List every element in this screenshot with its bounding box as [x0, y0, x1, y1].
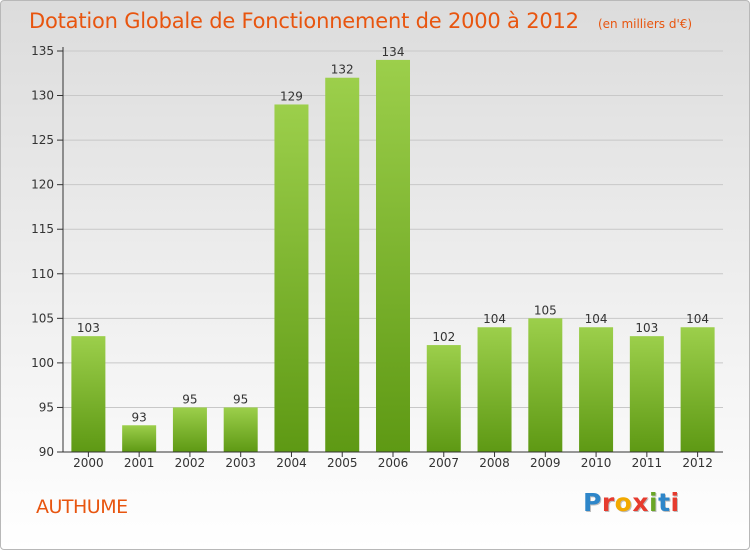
bar-value-label: 132 [331, 63, 354, 77]
x-tick-label: 2003 [225, 456, 256, 470]
y-tick-label: 120 [31, 178, 54, 192]
x-tick-label: 2011 [632, 456, 663, 470]
y-tick-label: 105 [31, 311, 54, 325]
y-tick-label: 130 [31, 89, 54, 103]
logo-letter: r [601, 488, 615, 517]
x-tick-label: 2001 [124, 456, 155, 470]
bar-value-label: 104 [585, 312, 608, 326]
bar-value-label: 95 [233, 392, 248, 406]
bar [629, 336, 664, 452]
y-tick-label: 110 [31, 267, 54, 281]
x-tick-label: 2009 [530, 456, 561, 470]
bar-value-label: 134 [382, 45, 405, 59]
bar [122, 425, 157, 452]
bar [528, 318, 563, 452]
x-tick-label: 2005 [327, 456, 358, 470]
bar-value-label: 103 [77, 321, 100, 335]
proxiti-logo: Proxiti [583, 488, 680, 517]
bar-value-label: 102 [432, 330, 455, 344]
chart-unit: (en milliers d'€) [597, 17, 693, 31]
bars [71, 59, 715, 453]
bar-value-label: 93 [132, 410, 147, 424]
y-tick-label: 115 [31, 222, 54, 236]
logo-letter: t [658, 488, 671, 517]
bar [274, 104, 309, 452]
bar-value-label: 95 [182, 392, 197, 406]
x-tick-label: 2010 [581, 456, 612, 470]
bar-value-label: 103 [635, 321, 658, 335]
logo-letter: o [614, 488, 633, 517]
bar [223, 407, 258, 452]
bar [71, 336, 106, 452]
x-tick-label: 2012 [682, 456, 713, 470]
bar [579, 327, 614, 452]
logo-letter: x [632, 488, 649, 517]
chart-title: Dotation Globale de Fonctionnement de 20… [29, 9, 579, 33]
x-tick-label: 2007 [428, 456, 459, 470]
bar-value-label: 104 [483, 312, 506, 326]
y-tick-label: 95 [39, 400, 54, 414]
x-tick-label: 2008 [479, 456, 510, 470]
bar [477, 327, 512, 452]
x-tick-label: 2000 [73, 456, 104, 470]
y-tick-label: 90 [39, 445, 54, 459]
bar-value-label: 105 [534, 303, 557, 317]
logo-letter: i [649, 488, 659, 517]
bar [172, 407, 207, 452]
logo-letter: P [583, 488, 602, 517]
bar [325, 77, 360, 452]
x-tick-label: 2006 [378, 456, 409, 470]
x-tick-label: 2004 [276, 456, 307, 470]
bar-value-label: 129 [280, 89, 303, 103]
commune-name: AUTHUME [36, 496, 128, 518]
x-tick-label: 2002 [175, 456, 206, 470]
y-tick-label: 125 [31, 133, 54, 147]
axes: 90 95 100 105 110 115 120 125 130 135 2000 2001 2002… [31, 44, 723, 470]
bar [376, 59, 410, 453]
title-row: Dotation Globale de Fonctionnement de 20… [29, 9, 692, 33]
bar [426, 345, 461, 452]
y-tick-label: 100 [31, 356, 54, 370]
y-tick-label: 135 [31, 44, 54, 58]
data-labels: 103 93 95 95 129 132 134 102 104 105 104 103 104 [77, 45, 709, 424]
bar [680, 327, 715, 452]
bar-value-label: 104 [686, 312, 709, 326]
logo-letter: i [670, 488, 680, 517]
